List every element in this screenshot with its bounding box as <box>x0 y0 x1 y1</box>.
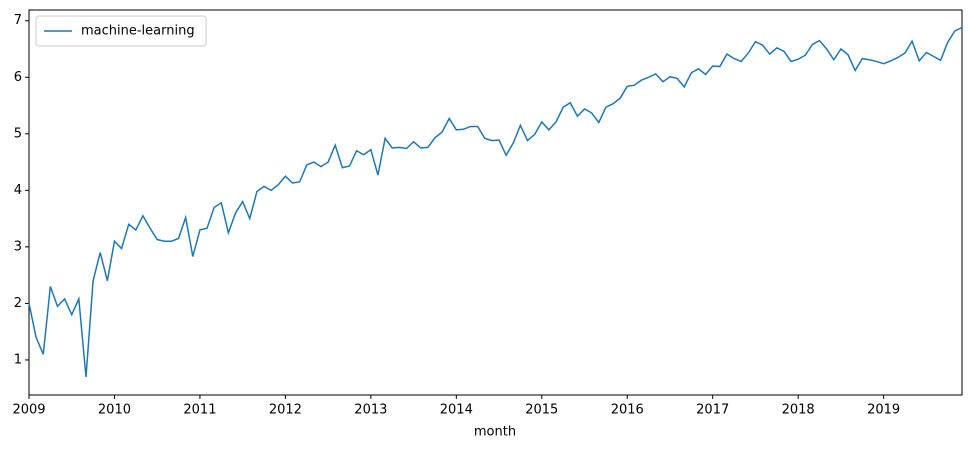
x-tick-label: 2017 <box>696 403 729 418</box>
y-tick-label: 6 <box>14 70 22 85</box>
x-tick-label: 2013 <box>354 403 387 418</box>
y-tick-label: 4 <box>14 183 22 198</box>
x-tick-label: 2009 <box>12 403 45 418</box>
y-tick-label: 7 <box>14 13 22 28</box>
y-tick-label: 1 <box>14 352 22 367</box>
x-tick-label: 2010 <box>98 403 131 418</box>
plot-frame <box>28 9 963 396</box>
x-tick-label: 2014 <box>440 403 473 418</box>
y-tick-label: 3 <box>14 239 22 254</box>
x-tick-label: 2011 <box>183 403 216 418</box>
x-tick-label: 2018 <box>782 403 815 418</box>
y-tick-label: 5 <box>14 126 22 141</box>
x-tick-label: 2019 <box>867 403 900 418</box>
x-tick-label: 2015 <box>525 403 558 418</box>
x-tick-label: 2012 <box>269 403 302 418</box>
line <box>28 26 963 377</box>
x-axis-label: month <box>474 425 516 440</box>
x-tick-label: 2016 <box>611 403 644 418</box>
legend-label: machine-learning <box>81 24 195 39</box>
legend-box <box>35 15 207 47</box>
y-tick-label: 2 <box>14 296 22 311</box>
